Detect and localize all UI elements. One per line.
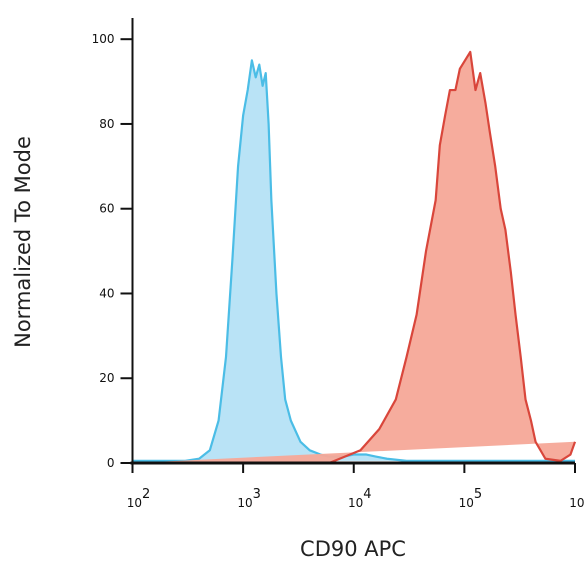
x-tick-exponent: 4 (363, 487, 371, 502)
x-tick-label: 106 (569, 487, 584, 510)
x-tick-label: 103 (237, 487, 261, 510)
y-axis-title: Normalized To Mode (11, 136, 35, 348)
x-axis-title: CD90 APC (300, 537, 406, 561)
histogram-area (132, 50, 577, 465)
x-tick-exponent: 3 (253, 487, 261, 502)
y-tick-label: 80 (99, 117, 114, 131)
x-tick-base: 10 (237, 496, 252, 510)
x-tick-exponent: 2 (142, 487, 150, 502)
y-tick-label: 0 (107, 456, 115, 470)
y-tick-label: 100 (92, 32, 115, 46)
x-tick-label: 104 (348, 487, 372, 510)
x-tick-base: 10 (127, 496, 142, 510)
y-tick-label: 40 (99, 286, 114, 300)
x-tick-base: 10 (459, 496, 474, 510)
x-tick-base: 10 (348, 496, 363, 510)
x-tick-label: 105 (459, 487, 483, 510)
x-tick-exponent: 5 (474, 487, 482, 502)
y-tick-label: 60 (99, 202, 114, 216)
x-tick-base: 10 (569, 496, 584, 510)
x-tick-label: 102 (127, 487, 151, 510)
y-tick-label: 20 (99, 371, 114, 385)
